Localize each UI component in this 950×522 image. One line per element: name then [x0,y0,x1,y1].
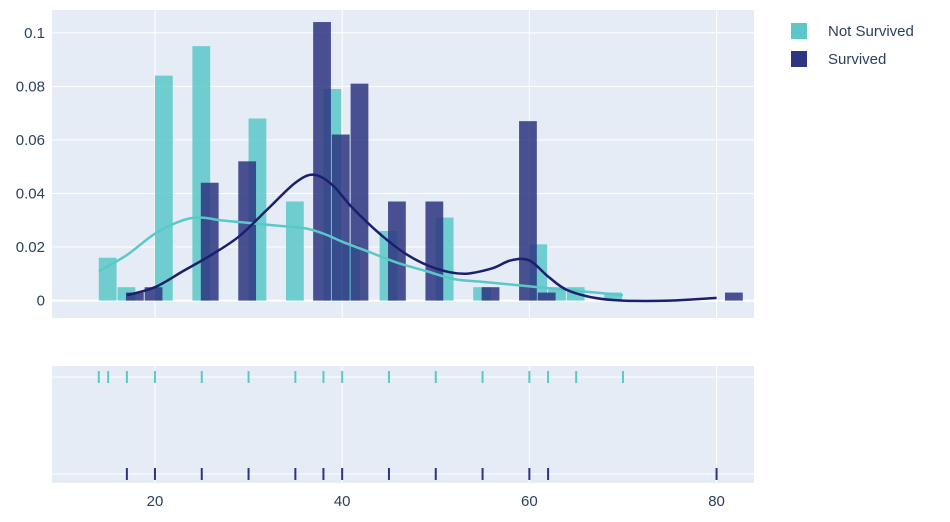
kde-curve [126,173,717,303]
legend-swatch [791,51,807,67]
y-tick-label: 0.02 [16,239,45,256]
histogram-bar [331,134,350,301]
histogram-bar [154,75,173,301]
histogram-bar [200,182,219,301]
histogram-bar [604,292,623,301]
legend-label: Not Survived [828,23,914,40]
legend-label: Survived [828,51,886,68]
legend[interactable]: Not Survived Survived [791,23,914,68]
y-tick-label: 0.08 [16,78,45,95]
legend-swatch [791,23,807,39]
x-tick-label: 80 [708,493,725,510]
histogram-bar [724,292,743,301]
histogram-bar [125,292,144,301]
histogram-bar [286,201,304,301]
y-tick-label: 0.1 [24,25,45,42]
x-axis-tick-labels: 20 40 60 80 [147,493,725,510]
histogram-bar [350,83,369,301]
histogram-bar [313,22,331,301]
y-axis-tick-labels: 0 0.02 0.04 0.06 0.08 0.1 [16,25,45,310]
y-tick-label: 0.04 [16,185,45,202]
histogram-bar [388,201,406,301]
kde-curves [98,173,717,303]
x-tick-label: 60 [521,493,538,510]
histogram-bar [481,287,500,301]
y-tick-label: 0.06 [16,132,45,149]
rug-plot-background [52,366,754,483]
histogram-bar [425,201,444,301]
histogram-bar [537,292,556,301]
histogram-bar [519,121,537,301]
kde-curve [98,216,624,297]
x-tick-label: 40 [334,493,351,510]
x-tick-label: 20 [147,493,164,510]
y-tick-label: 0 [37,293,45,310]
rug-gridlines [52,366,754,483]
rug-ticks [97,371,718,480]
